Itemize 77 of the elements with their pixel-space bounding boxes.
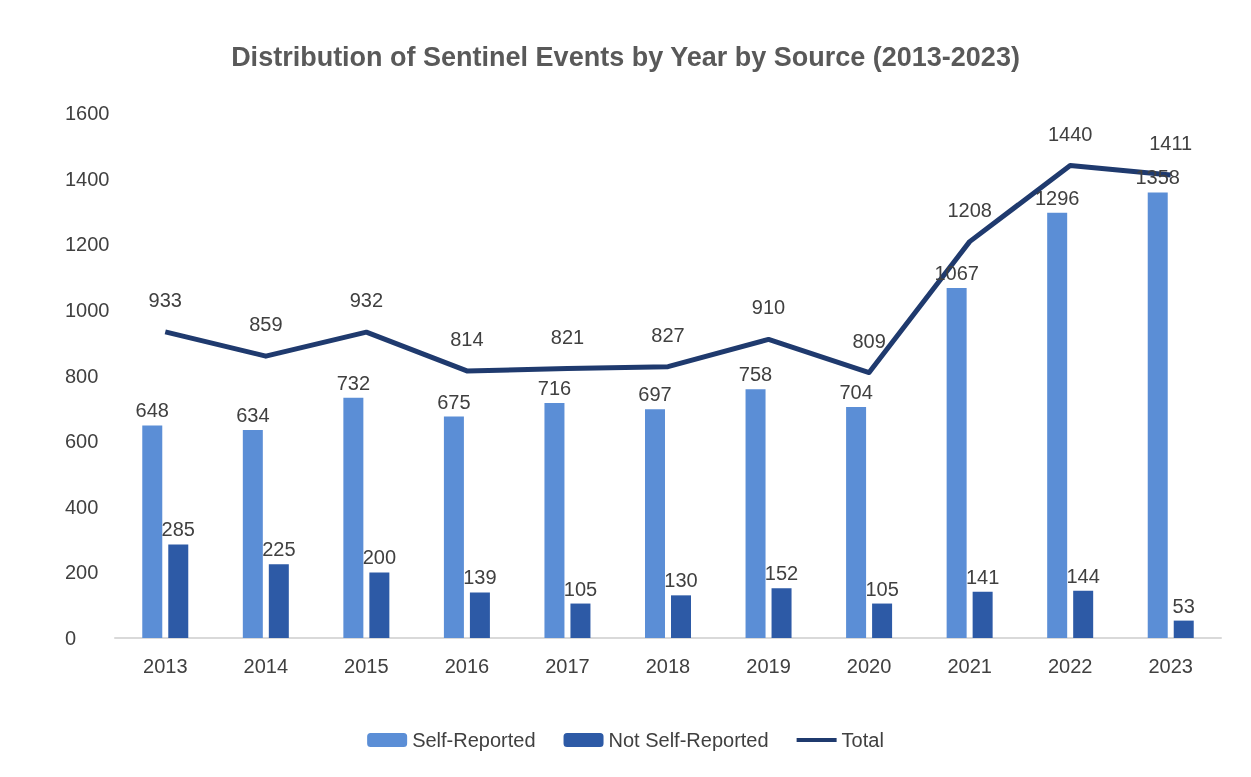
data-label: 141 [965,565,1000,588]
x-tick-label: 2013 [143,655,188,677]
x-tick-label: 2017 [545,655,590,677]
data-label: 144 [1066,564,1100,587]
data-label: 814 [450,327,484,350]
data-label: 200 [362,546,397,569]
x-tick-label: 2019 [746,655,791,677]
bar [771,588,792,638]
bar [745,389,766,638]
y-tick-label: 1600 [65,102,110,124]
data-label: 285 [161,518,195,541]
data-label: 910 [751,296,786,319]
bar [1073,590,1094,638]
bar [343,397,364,638]
y-tick-label: 1000 [65,298,110,321]
data-label: 1440 [1047,122,1093,145]
bar [443,416,464,638]
bar [1147,192,1168,638]
legend-label: Self-Reported [412,729,536,751]
bar [645,409,665,638]
y-tick-label: 1400 [65,167,110,190]
bar [168,544,189,638]
data-label: 225 [262,538,296,561]
data-label: 932 [349,289,384,312]
x-tick-label: 2016 [444,655,490,677]
legend-label: Total [841,729,884,751]
data-label: 634 [236,403,270,426]
data-label: 933 [148,288,182,311]
data-label: 1208 [947,198,992,221]
data-label: 1411 [1149,132,1193,155]
chart-title: Distribution of Sentinel Events by Year by Source (2013-2023) [231,41,1020,72]
x-tick-label: 2021 [947,655,992,677]
x-tick-label: 2020 [846,655,892,677]
bar [242,429,263,638]
bar [1047,212,1068,638]
data-label: 821 [550,325,585,348]
data-label: 130 [664,569,698,592]
y-tick-label: 0 [65,627,77,649]
data-label: 827 [651,323,685,346]
data-label: 809 [852,329,886,352]
y-tick-label: 400 [65,495,99,518]
y-tick-label: 200 [65,561,99,584]
data-label: 697 [638,383,672,406]
bar [946,287,967,638]
y-tick-label: 1200 [65,233,110,256]
data-label: 139 [463,566,497,589]
data-label: 732 [336,371,371,394]
bar [142,425,163,638]
x-tick-label: 2014 [243,655,289,677]
legend-label: Not Self-Reported [608,729,769,751]
data-label: 704 [839,381,873,403]
y-tick-label: 600 [65,430,99,453]
data-label: 53 [1172,594,1195,617]
bar [872,603,893,638]
x-tick-label: 2022 [1047,655,1093,677]
bar [544,403,565,638]
data-label: 675 [437,390,471,413]
data-label: 105 [865,577,899,600]
y-tick-label: 800 [65,364,99,387]
bar [570,603,591,638]
bar [268,564,289,638]
data-label: 716 [537,377,572,400]
x-tick-label: 2018 [645,655,691,677]
data-label: 758 [738,363,773,386]
x-tick-label: 2023 [1148,655,1193,677]
data-label: 1296 [1034,186,1080,209]
data-label: 859 [249,313,283,336]
x-tick-label: 2015 [344,655,389,677]
bar [1173,620,1194,638]
bar [972,591,993,638]
bar [671,595,691,638]
bar [369,572,390,638]
data-label: 152 [764,562,799,585]
data-label: 648 [135,399,169,422]
data-label: 105 [563,577,598,600]
bar [469,592,490,638]
bar [846,407,867,638]
